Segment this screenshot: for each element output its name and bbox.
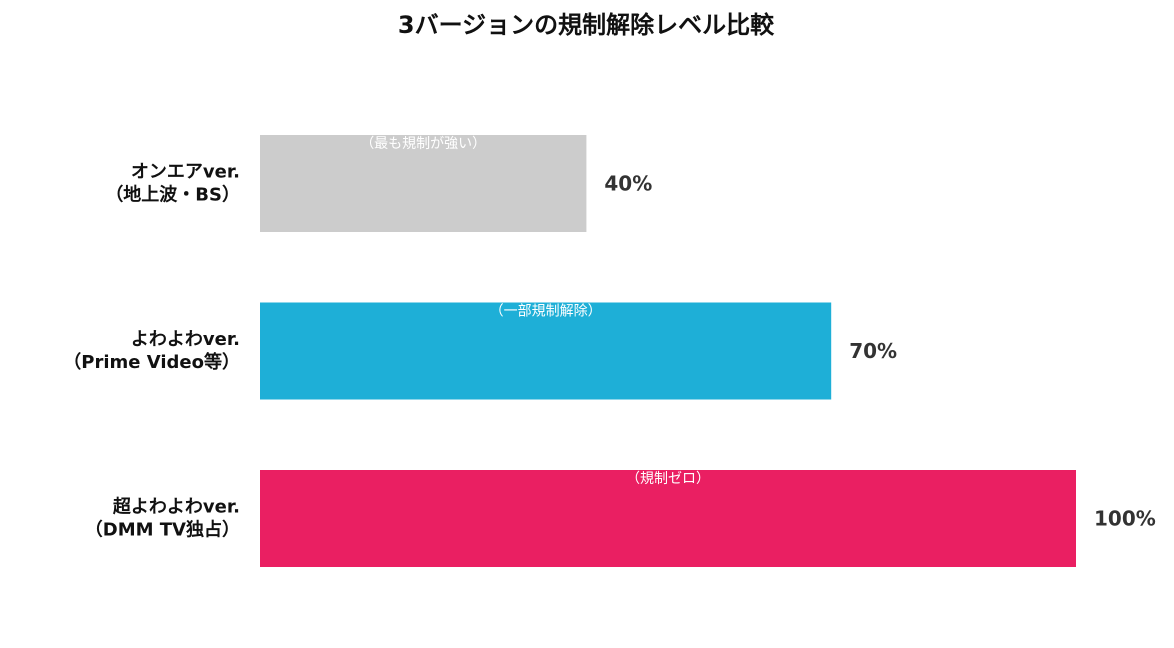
bar-2 (260, 302, 832, 400)
bar-annotation-1: （最も規制が強い） (360, 136, 486, 152)
bar-annotation-2: （一部規制解除） (490, 304, 602, 320)
bar-annotation-3: （規制ゼロ） (626, 471, 710, 487)
bar-1 (260, 135, 587, 232)
category-label-1: オンエアver.（地上波・BS） (105, 162, 240, 206)
category-label-line: 超よわよわver. (113, 496, 240, 518)
bars-layer: （最も規制が強い） 40% オンエアver.（地上波・BS） （一部規制解除） 70% よ… (63, 135, 1156, 567)
value-label-3: 100% (1094, 507, 1156, 531)
category-label-line: よわよわver. (131, 329, 240, 350)
category-label-line: （Prime Video等） (63, 351, 240, 373)
category-label-line: オンエアver. (131, 162, 240, 183)
category-label-line: （地上波・BS） (105, 184, 240, 206)
category-label-3: 超よわよわver.（DMM TV独占） (85, 496, 240, 541)
value-label-2: 70% (849, 339, 897, 363)
value-label-1: 40% (604, 172, 652, 196)
category-label-line: （DMM TV独占） (85, 519, 240, 541)
category-label-2: よわよわver.（Prime Video等） (63, 329, 240, 373)
bar-3 (260, 470, 1076, 567)
chart-title: 3バージョンの規制解除レベル比較 (398, 11, 775, 39)
